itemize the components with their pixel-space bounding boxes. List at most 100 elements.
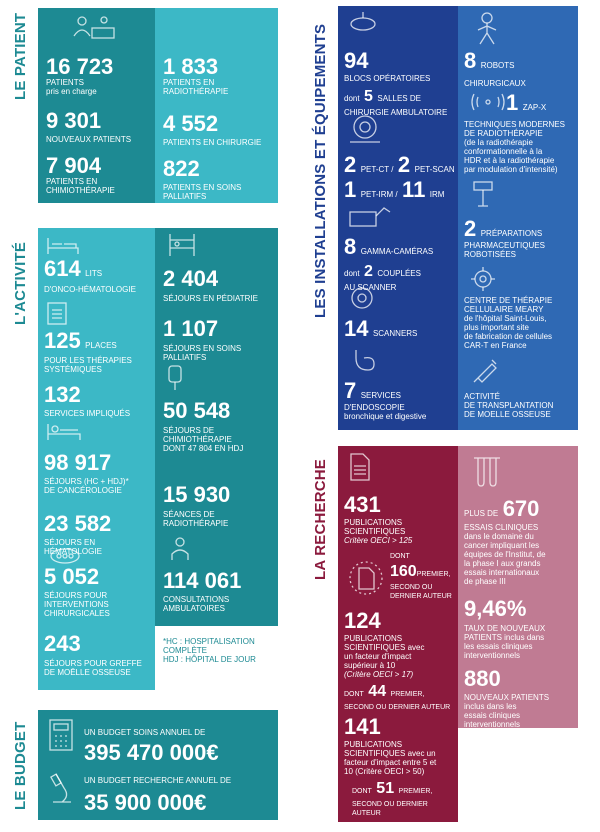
zapx-value: 1 [506,90,519,115]
patient-stat-label: PATIENTS EN [163,78,215,87]
patient-stat-label: PATIENTS EN SOINS [163,183,242,192]
zapx-label: ZAP-X [522,103,547,112]
techniques-line: DE RADIOTHÉRAPIE [464,129,543,138]
activite-stat-label: AMBULATOIRES [163,604,225,613]
meary-line: CENTRE DE THÉRAPIE [464,296,553,305]
patient-stat-label: NOUVEAUX PATIENTS [46,135,132,144]
meary-line: CAR-T en France [464,341,527,350]
p124-line: PUBLICATIONS [344,634,403,643]
activite-stat-label: SÉJOURS EN SOINS [163,344,242,353]
patient-stat-value: 4 552 [163,111,219,136]
microscope-icon [50,773,71,803]
stomach-icon [355,350,375,371]
techniques-line: (de la radiothérapie [464,138,533,147]
patient-stat-value: 7 904 [46,153,102,178]
p141-line: SCIENTIFIQUES avec un [344,749,436,758]
activite-stat-value: 98 917 [44,450,112,475]
p431-critere: Critère OECI > 125 [344,536,413,545]
petirm-value: 1 [344,177,357,202]
activite-stat-value: 132 [44,382,81,407]
scanner-icon [351,287,373,309]
np-line: NOUVEAUX PATIENTS [464,693,550,702]
activite-stat-suffix: LITS [85,269,103,278]
blocs-amb-label: SALLES DE [377,94,421,103]
meary-line: plus important site [464,323,529,332]
gamma-dont: dont [344,269,360,278]
gamma-camera-icon [349,207,391,227]
activite-stat-label: SÉJOURS DE [163,426,215,435]
budget-recherche-label: UN BUDGET RECHERCHE ANNUEL DE [84,776,232,785]
activite-stat-label: CONSULTATIONS [163,595,230,604]
prep-label: PRÉPARATIONS [480,229,543,238]
activite-stat-value: 2 404 [163,266,219,291]
p51-dont: DONT [352,788,372,795]
patient-stat-label: RADIOTHÉRAPIE [163,87,229,96]
gamma-coupl-label: AU SCANNER [344,283,397,292]
footnote: *HC : HOSPITALISATION [163,637,255,646]
prep-value: 2 [464,216,477,241]
p431-label: SCIENTIFIQUES [344,527,406,536]
endo-label: D'ENDOSCOPIE [344,403,405,412]
taux-line: TAUX DE NOUVEAUX [464,624,546,633]
patient-panel-left: 16 723 PATIENTS pris en charge 9 301 NOUVEA… [38,8,155,203]
activite-stat-label: DE CANCÉROLOGIE [44,486,122,495]
iv-bag-icon [168,365,182,390]
patient-stat-label: PATIENTS EN CHIRURGIE [163,138,262,147]
activite-stat-label: SÉANCES DE [163,510,215,519]
budget-recherche-value: 35 900 000€ [84,790,207,815]
essais-line: cancer impliquant les [464,541,540,550]
essais-line: dans le domaine du [464,532,534,541]
scanners-value: 14 [344,316,369,341]
patient-stat-value: 822 [163,156,200,181]
p51-label: PREMIER, [398,788,433,795]
taux-value: 9,46% [464,596,527,621]
recherche-panel-left: 431 PUBLICATIONS SCIENTIFIQUES Critère O… [338,446,458,822]
blocs-dont: dont [344,94,360,103]
essais-line: la phase I aux grands [464,559,541,568]
prep-label: ROBOTISÉES [464,250,517,259]
essais-line: ESSAIS CLINIQUES [464,523,539,532]
essais-line: de phase III [464,577,506,586]
irm-value: 11 [402,177,426,202]
activite-stat-label: SÉJOURS (HC + HDJ)* [44,477,129,486]
essais-line: équipes de l'Institut, de [464,550,546,559]
patient-stat-label: CHIMIOTHÉRAPIE [46,186,115,195]
p44-label: SECOND OU DERNIER AUTEUR [344,704,451,711]
meary-line: de l'hôpital Saint-Louis, [464,314,547,323]
section-title-recherche: LA RECHERCHE [312,458,329,580]
doctor-desk-icon [73,16,115,39]
test-tubes-icon [474,457,500,487]
section-title-activite: L'ACTIVITÉ [12,241,29,325]
petscan-value: 2 [397,152,411,177]
patient-stat-label: PALLIATIFS [163,192,207,201]
activite-stat-label: PALLIATIFS [163,353,207,362]
gamma-coupl-label: COUPLÉES [377,269,421,278]
pharma-robot-icon [473,181,493,207]
patient-stat-label: PATIENTS [46,78,84,87]
greffe-line: DE MOELLE OSSEUSE [464,410,551,419]
gamma-label: GAMMA-CAMÉRAS [360,247,434,256]
p51-label: SECOND OU DERNIER AUTEUR [352,801,428,817]
p124-line: SCIENTIFIQUES avec [344,643,425,652]
activite-stat-label: SÉJOURS EN PÉDIATRIE [163,294,258,303]
calculator-icon [49,719,73,751]
techniques-line: par modulation d'intensité) [464,165,558,174]
activite-stat-label: CHIRURGICALES [44,609,110,618]
blocs-amb-value: 5 [364,88,373,105]
essais-prefix: PLUS DE [464,509,499,518]
irm-label: IRM [429,190,445,199]
radiation-waves-icon [471,93,505,111]
blocs-label: BLOCS OPÉRATOIRES [344,74,431,83]
activite-stat-value: 23 582 [44,511,112,536]
greffe-line: ACTIVITÉ [464,392,501,401]
techniques-line: conformationnelle à la [464,147,543,156]
p141-line: 10 (Critère OECI > 50) [344,767,425,776]
techniques-line: TECHNIQUES MODERNES [464,120,565,129]
section-title-patient: LE PATIENT [12,12,29,100]
p431-label: PUBLICATIONS [344,518,403,527]
activite-stat-label: RADIOTHÉRAPIE [163,519,229,528]
p124-line: supérieur à 10 [344,661,396,670]
np-line: interventionnels [464,720,521,729]
p160-label: SECOND OU [390,584,433,591]
activite-stat-value: 15 930 [163,482,231,507]
